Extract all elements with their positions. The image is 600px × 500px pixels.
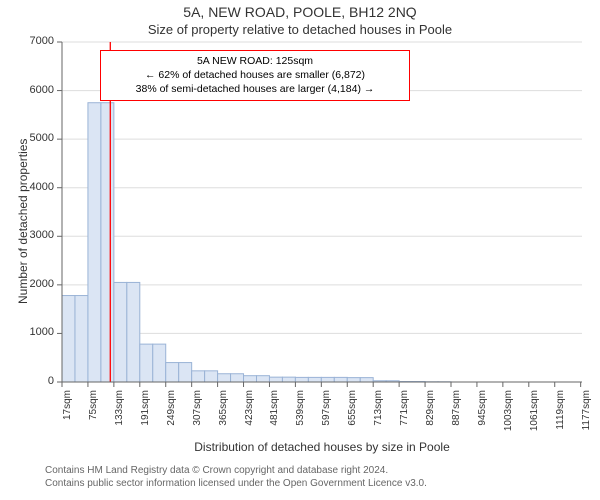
- histogram-bar: [231, 374, 244, 382]
- histogram-bar: [88, 103, 101, 382]
- x-tick-label: 597sqm: [321, 390, 332, 440]
- y-axis-label: Number of detached properties: [16, 139, 30, 304]
- histogram-bar: [269, 377, 282, 382]
- x-tick-label: 307sqm: [192, 390, 203, 440]
- histogram-bar: [218, 374, 231, 382]
- histogram-bar: [347, 378, 360, 382]
- x-tick-label: 365sqm: [218, 390, 229, 440]
- x-tick-label: 191sqm: [140, 390, 151, 440]
- histogram-bar: [179, 363, 192, 382]
- x-tick-label: 539sqm: [295, 390, 306, 440]
- x-tick-label: 655sqm: [347, 390, 358, 440]
- histogram-bar: [166, 363, 179, 382]
- x-tick-label: 1177sqm: [581, 390, 592, 440]
- histogram-bar: [321, 377, 334, 382]
- x-tick-label: 771sqm: [399, 390, 410, 440]
- x-tick-label: 423sqm: [244, 390, 255, 440]
- x-tick-label: 713sqm: [373, 390, 384, 440]
- x-tick-label: 17sqm: [62, 390, 73, 440]
- histogram-bar: [295, 377, 308, 382]
- x-tick-label: 481sqm: [269, 390, 280, 440]
- histogram-bar: [62, 296, 75, 382]
- histogram-bar: [127, 282, 140, 382]
- x-tick-label: 887sqm: [451, 390, 462, 440]
- footer-line-2: Contains public sector information licen…: [45, 477, 427, 490]
- annotation-line: 5A NEW ROAD: 125sqm: [107, 54, 403, 68]
- x-tick-label: 1119sqm: [555, 390, 566, 440]
- x-tick-label: 829sqm: [425, 390, 436, 440]
- histogram-bar: [308, 377, 321, 382]
- x-tick-label: 1061sqm: [529, 390, 540, 440]
- x-tick-label: 945sqm: [477, 390, 488, 440]
- histogram-bar: [360, 378, 373, 382]
- x-tick-label: 249sqm: [166, 390, 177, 440]
- footer-line-1: Contains HM Land Registry data © Crown c…: [45, 464, 427, 477]
- x-tick-label: 1003sqm: [503, 390, 514, 440]
- x-tick-label: 133sqm: [114, 390, 125, 440]
- histogram-bar: [101, 103, 114, 382]
- property-annotation: 5A NEW ROAD: 125sqm← 62% of detached hou…: [100, 50, 410, 101]
- histogram-bar: [75, 296, 88, 382]
- annotation-line: 38% of semi-detached houses are larger (…: [107, 82, 403, 96]
- histogram-bar: [192, 371, 205, 382]
- histogram-bar: [256, 376, 269, 382]
- x-tick-label: 75sqm: [88, 390, 99, 440]
- histogram-bar: [244, 376, 257, 382]
- histogram-bar: [282, 377, 295, 382]
- footer-attribution: Contains HM Land Registry data © Crown c…: [45, 464, 427, 490]
- histogram-bar: [140, 344, 153, 382]
- histogram-bar: [114, 282, 127, 382]
- histogram-bar: [334, 377, 347, 382]
- histogram-bar: [153, 344, 166, 382]
- x-axis-label: Distribution of detached houses by size …: [62, 440, 582, 454]
- annotation-line: ← 62% of detached houses are smaller (6,…: [107, 68, 403, 82]
- histogram-bar: [205, 371, 218, 382]
